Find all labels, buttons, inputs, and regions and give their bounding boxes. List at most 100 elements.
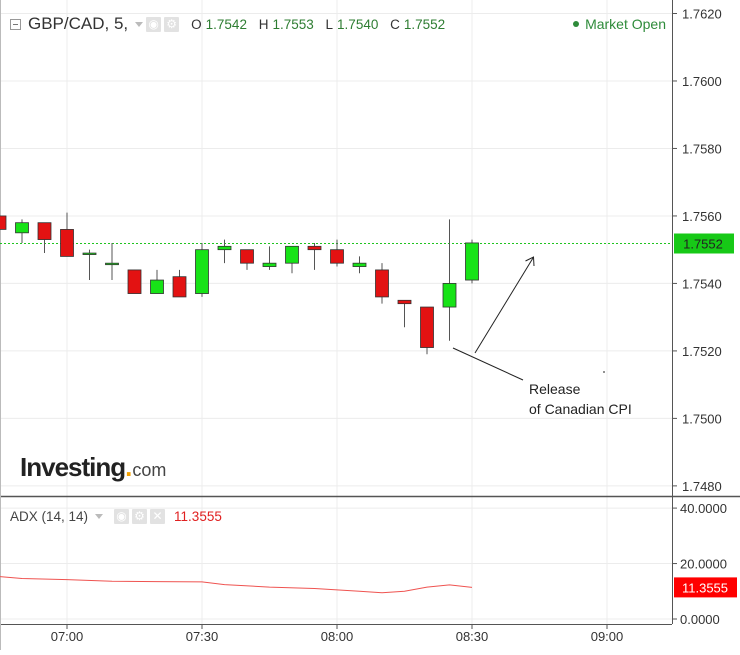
adx-label[interactable]: ADX (14, 14) xyxy=(10,509,89,524)
high-label: H xyxy=(258,16,269,32)
candle-body xyxy=(172,276,187,298)
annotation-line-2: of Canadian CPI xyxy=(529,401,632,417)
logo-wordmark: Investing xyxy=(20,452,126,482)
candle-body xyxy=(82,252,97,255)
price-tick-label: 1.7600 xyxy=(682,74,722,89)
close-label: C xyxy=(390,16,400,32)
candle-body xyxy=(240,249,254,264)
adx-axis[interactable]: 40.0000 20.0000 0.0000 xyxy=(672,501,727,627)
low-value: 1.7540 xyxy=(337,16,379,32)
price-tick-label: 1.7480 xyxy=(682,479,722,494)
adx-value-badge-text: 11.3555 xyxy=(682,580,728,595)
candle-body xyxy=(420,306,434,348)
candle-body xyxy=(105,262,119,266)
high-value: 1.7553 xyxy=(272,16,314,32)
logo-tld: com xyxy=(132,460,167,480)
last-price-badge-text: 1.7552 xyxy=(683,237,723,252)
candle[interactable] xyxy=(150,269,164,294)
close-value: 1.7552 xyxy=(403,16,446,32)
gear-icon[interactable]: ⚙ xyxy=(132,509,148,524)
candle[interactable] xyxy=(15,219,29,243)
annotation-arrowhead xyxy=(525,256,535,267)
candle[interactable] xyxy=(172,269,187,298)
candle[interactable] xyxy=(285,245,299,274)
investing-logo: Investing. com xyxy=(20,452,166,483)
candle[interactable] xyxy=(330,239,344,267)
candle[interactable] xyxy=(0,209,7,233)
candle-body xyxy=(442,283,457,308)
gear-icon[interactable]: ⚙ xyxy=(164,16,180,32)
time-tick-label: 09:00 xyxy=(591,629,624,644)
price-tick-label: 1.7620 xyxy=(682,6,722,21)
adx-header: ADX (14, 14) ◉ ⚙ ✕ 11.3555 xyxy=(10,509,222,524)
annotation-leader-line xyxy=(452,347,524,381)
collapse-pane-icon[interactable] xyxy=(10,18,21,30)
adx-value: 11.3555 xyxy=(174,509,222,524)
annotation-line-1: Release xyxy=(529,381,581,397)
open-label: O xyxy=(191,16,202,32)
adx-tick-label: 0.0000 xyxy=(680,612,720,627)
candle-body xyxy=(37,222,52,240)
ohlc-readout: O 1.7542 H 1.7553 L 1.7540 C 1.7552 xyxy=(191,17,453,32)
status-dot-icon xyxy=(573,21,580,27)
eye-icon[interactable]: ◉ xyxy=(146,16,162,32)
symbol-header: GBP/CAD, 5, ◉ ⚙ O 1.7542 H 1.7553 L 1.7540 … xyxy=(10,12,453,36)
market-status-label: Market Open xyxy=(585,16,666,32)
cpi-annotation[interactable]: Release of Canadian CPI xyxy=(452,256,632,417)
candle[interactable] xyxy=(217,239,232,264)
last-price-badge xyxy=(674,233,734,254)
annotation-arrow-shaft xyxy=(474,257,534,354)
candle-body xyxy=(375,269,389,298)
candle-body xyxy=(285,245,299,264)
candle-body xyxy=(465,242,479,281)
price-tick-label: 1.7520 xyxy=(682,344,722,359)
candle[interactable] xyxy=(127,269,142,294)
open-value: 1.7542 xyxy=(205,16,247,32)
symbol-label[interactable]: GBP/CAD, 5, xyxy=(28,14,129,33)
adx-line[interactable] xyxy=(0,575,473,594)
candles[interactable] xyxy=(0,206,479,355)
adx-tick-label: 20.0000 xyxy=(680,557,727,572)
adx-value-badge xyxy=(674,577,737,598)
price-axis[interactable]: 1.7620 1.7600 1.7580 1.7560 1.7540 1.7520 1.75… xyxy=(672,6,722,494)
candle[interactable] xyxy=(307,242,322,270)
candle-body xyxy=(307,245,322,251)
adx-tick-label: 40.0000 xyxy=(680,501,727,516)
chevron-down-icon[interactable] xyxy=(135,21,144,27)
candle-body xyxy=(150,279,164,294)
value-badges: 1.7552 11.3555 xyxy=(674,233,737,598)
market-status: Market Open xyxy=(573,16,666,32)
candle[interactable] xyxy=(37,222,52,254)
time-tick-label: 07:00 xyxy=(51,629,84,644)
candle-body xyxy=(330,249,344,264)
candle-body xyxy=(217,245,232,251)
candle[interactable] xyxy=(82,249,97,281)
candle[interactable] xyxy=(105,242,119,281)
close-icon[interactable]: ✕ xyxy=(150,509,166,524)
candle-body xyxy=(397,299,412,305)
candle[interactable] xyxy=(195,242,209,297)
candle-body xyxy=(15,222,29,234)
candle-body xyxy=(0,215,7,230)
time-axis[interactable]: 07:00 07:30 08:00 08:30 09:00 xyxy=(51,624,624,644)
price-tick-label: 1.7560 xyxy=(682,209,722,224)
candle[interactable] xyxy=(352,256,367,274)
chevron-down-icon[interactable] xyxy=(95,514,104,519)
time-tick-label: 07:30 xyxy=(186,629,219,644)
candle-body xyxy=(262,262,277,267)
candle-body xyxy=(352,262,367,267)
candle[interactable] xyxy=(375,263,389,304)
candle-body xyxy=(127,269,142,294)
candle[interactable] xyxy=(442,219,457,341)
candle-body xyxy=(60,229,74,257)
candle[interactable] xyxy=(60,212,74,257)
candle[interactable] xyxy=(420,306,434,355)
time-tick-label: 08:00 xyxy=(321,629,354,644)
candle[interactable] xyxy=(465,239,479,284)
candle[interactable] xyxy=(262,246,277,270)
eye-icon[interactable]: ◉ xyxy=(114,509,130,524)
candle[interactable] xyxy=(240,249,254,270)
candle[interactable] xyxy=(397,299,412,328)
